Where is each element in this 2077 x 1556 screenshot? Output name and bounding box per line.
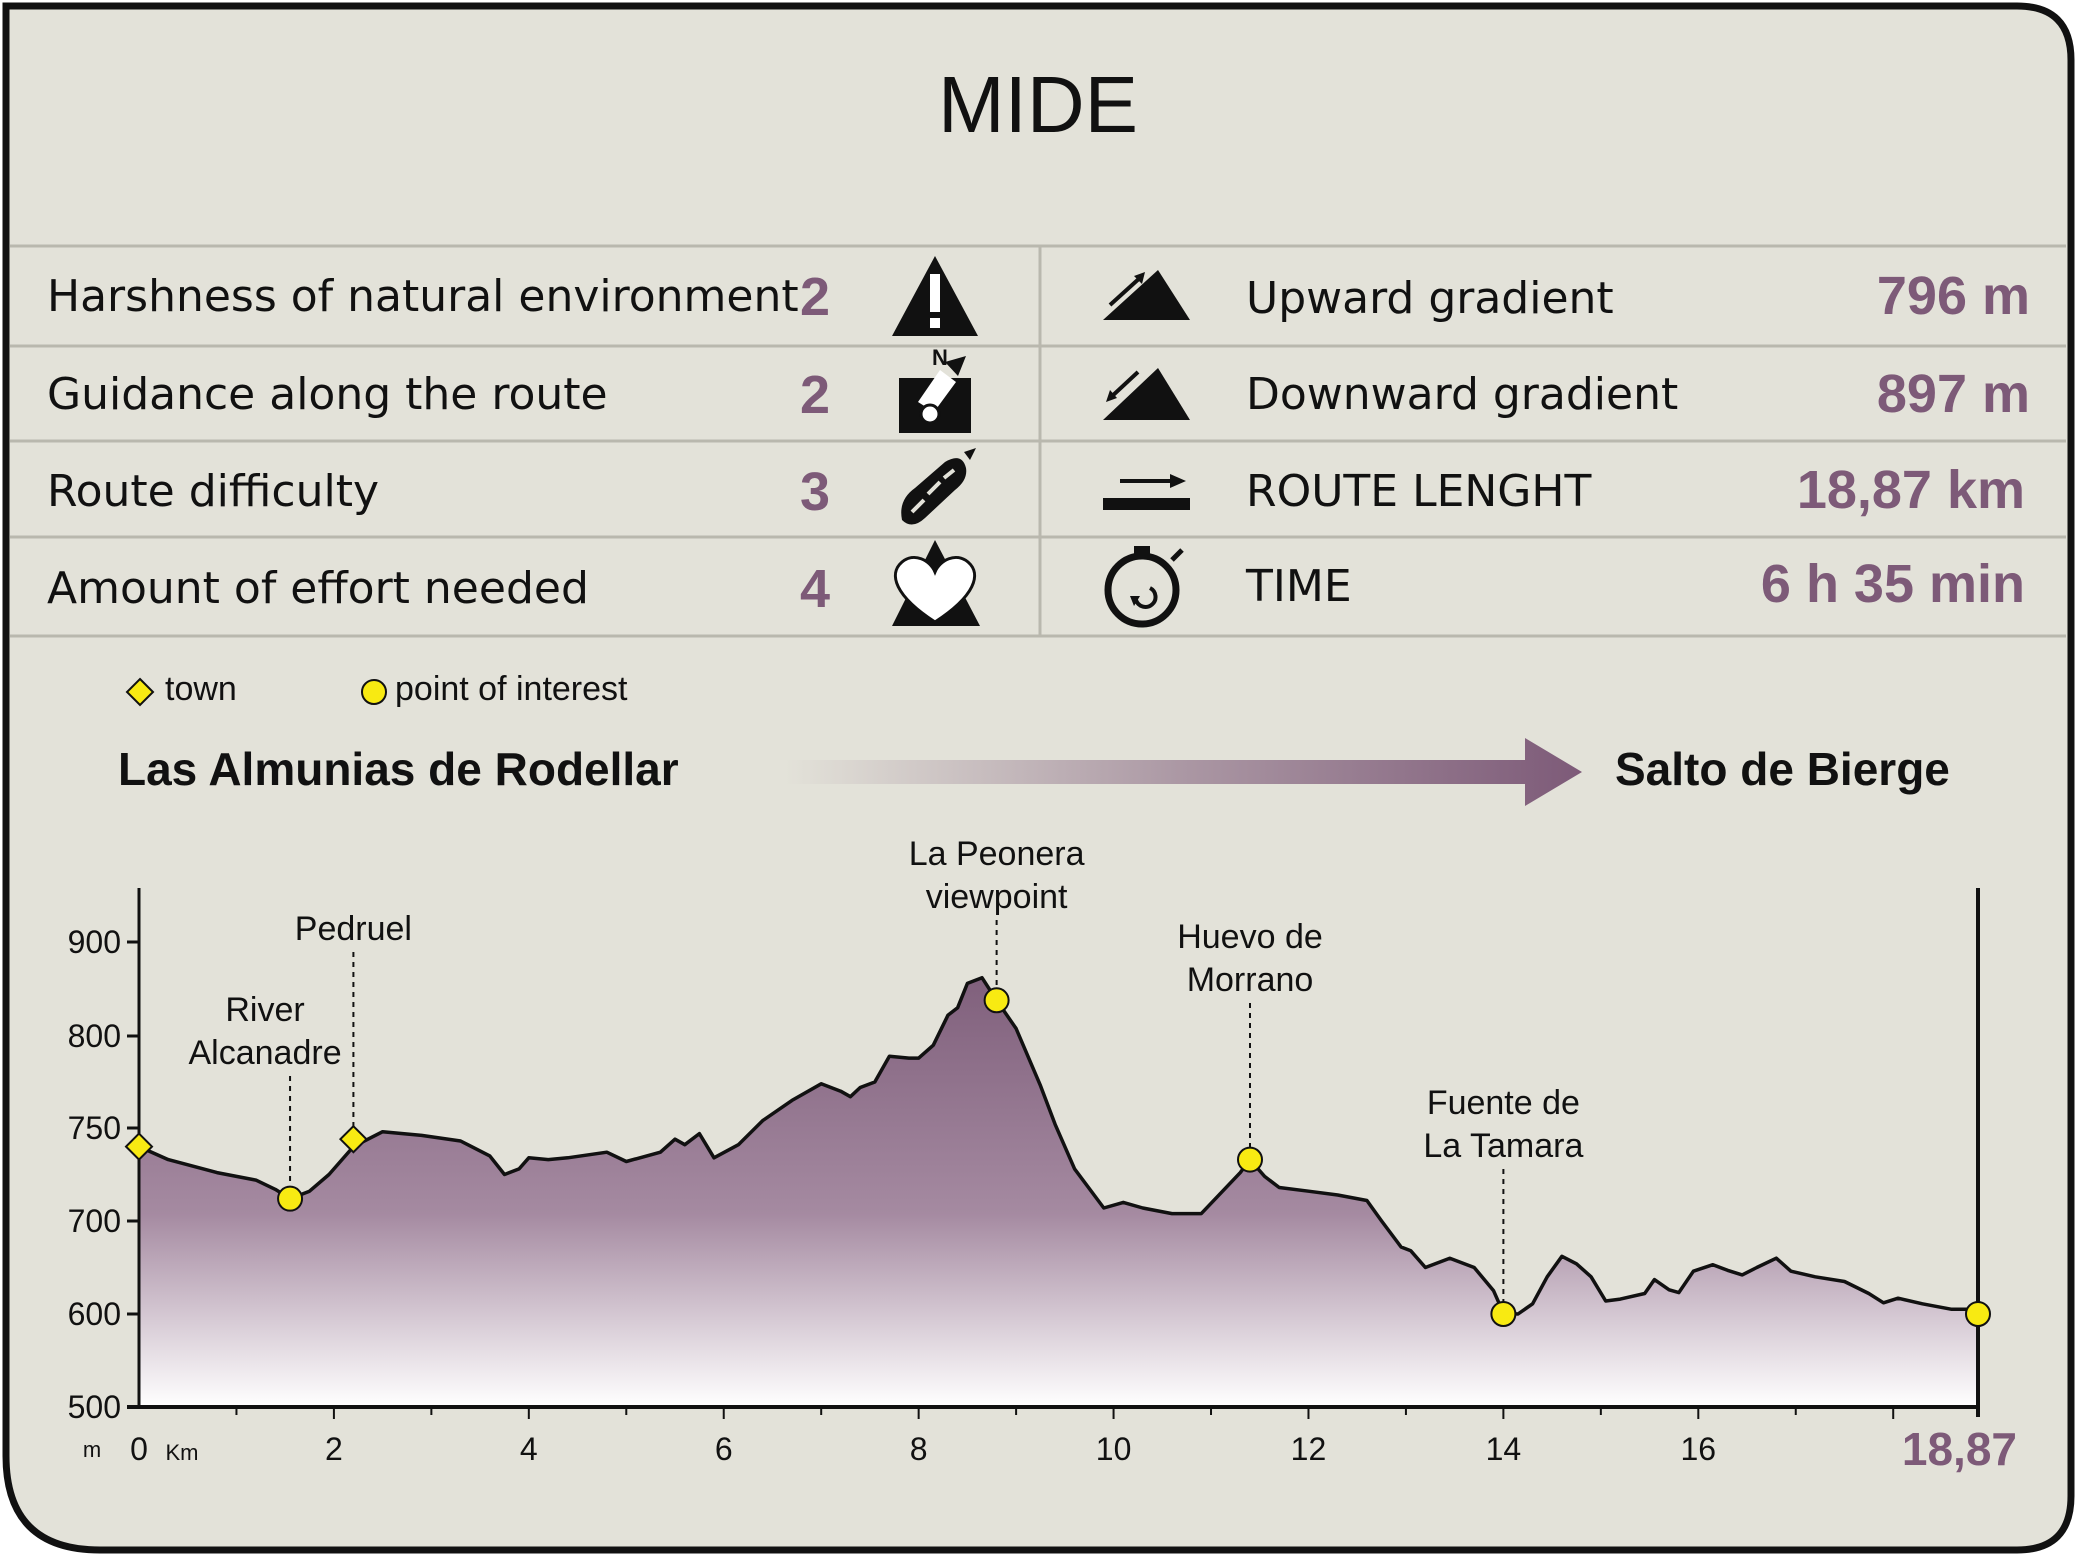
y-axis-unit: m [83, 1437, 101, 1462]
route-end: Salto de Bierge [1615, 743, 1950, 795]
y-tick-label: 500 [68, 1389, 121, 1425]
y-tick-label: 900 [68, 924, 121, 960]
y-tick-label: 750 [68, 1110, 121, 1146]
marker-label: River [225, 991, 304, 1029]
mide-row-guidance: Guidance along the route 2 N [47, 345, 971, 433]
stat-row-length: ROUTE LENGHT 18,87 km [1103, 460, 2025, 520]
marker-label: La Peonera [909, 835, 1085, 873]
marker-label: La Tamara [1423, 1127, 1583, 1165]
mide-row-difficulty: Route difficulty 3 [47, 448, 976, 525]
svg-text:N: N [932, 345, 948, 370]
stat-label: TIME [1245, 561, 1352, 612]
x-tick-label: 2 [325, 1431, 343, 1467]
page-title: MIDE [938, 60, 1138, 149]
poi-marker [983, 987, 1010, 1014]
x-tick-label: 6 [715, 1431, 733, 1467]
legend: town point of interest [125, 670, 628, 708]
stat-value: 18,87 km [1797, 460, 2025, 520]
mide-score: 2 [800, 267, 830, 327]
x-tick-label: 14 [1486, 1431, 1522, 1467]
marker-label: Alcanadre [189, 1034, 342, 1072]
mide-row-effort: Amount of effort needed 4 [47, 540, 980, 626]
stat-label: Downward gradient [1246, 369, 1678, 420]
x-tick-label: 0 [130, 1431, 148, 1467]
profile-line [138, 975, 1979, 1316]
x-tick-label: 8 [910, 1431, 928, 1467]
mide-score: 4 [800, 559, 830, 619]
poi-marker [277, 1185, 304, 1212]
town-marker [338, 1124, 368, 1154]
x-end-label: 18,87 [1902, 1423, 2017, 1475]
downward-gradient-icon [1103, 368, 1190, 420]
stat-label: ROUTE LENGHT [1246, 466, 1591, 517]
x-tick-label: 16 [1681, 1431, 1717, 1467]
footprint-icon [901, 448, 976, 525]
mide-score: 2 [800, 365, 830, 425]
x-axis-unit: Km [166, 1440, 199, 1465]
route-start: Las Almunias de Rodellar [118, 743, 679, 795]
route-length-icon [1103, 474, 1190, 510]
stat-label: Upward gradient [1246, 273, 1614, 324]
y-tick-label: 800 [68, 1018, 121, 1054]
legend-poi-label: point of interest [395, 670, 628, 708]
mide-table-grid [10, 244, 2066, 638]
stat-value: 6 h 35 min [1761, 554, 2025, 614]
marker-label: Huevo de [1177, 918, 1323, 956]
legend-poi-marker [361, 679, 387, 705]
legend-town-marker [125, 677, 155, 707]
marker-label: viewpoint [926, 878, 1068, 916]
upward-gradient-icon [1103, 270, 1190, 320]
profile-area [139, 977, 1978, 1407]
stat-row-upward: Upward gradient 796 m [1103, 266, 2030, 326]
poi-marker [1965, 1301, 1991, 1327]
town-marker [124, 1132, 154, 1162]
marker-label: Pedruel [295, 910, 412, 948]
marker-label: Morrano [1187, 961, 1314, 999]
warning-triangle-icon [892, 256, 978, 336]
elevation-chart: 500 600 700 750 800 900 0 2 4 6 8 10 12 14 16 18,87 m Km R… [68, 835, 2017, 1475]
compass-north-icon: N [899, 345, 971, 433]
stat-row-time: TIME 6 h 35 min [1104, 546, 2025, 628]
poi-marker [1237, 1146, 1264, 1173]
x-tick-label: 12 [1291, 1431, 1327, 1467]
y-tick-label: 600 [68, 1296, 121, 1332]
x-tick-label: 10 [1096, 1431, 1132, 1467]
mide-score: 3 [800, 462, 830, 522]
marker-label: Fuente de [1427, 1084, 1580, 1122]
route-direction-arrow [785, 738, 1582, 806]
mide-label: Harshness of natural environment [47, 271, 799, 322]
x-tick-label: 4 [520, 1431, 538, 1467]
stat-value: 796 m [1877, 266, 2030, 326]
heart-mountain-icon [892, 540, 980, 626]
stat-value: 897 m [1877, 364, 2030, 424]
mide-row-harshness: Harshness of natural environment 2 [47, 256, 978, 336]
mide-label: Route difficulty [47, 466, 379, 517]
poi-marker [1490, 1301, 1517, 1327]
mide-label: Guidance along the route [47, 369, 608, 420]
mide-label: Amount of effort needed [47, 563, 589, 614]
legend-town-label: town [165, 670, 237, 708]
stat-row-downward: Downward gradient 897 m [1103, 364, 2030, 424]
y-tick-label: 700 [68, 1203, 121, 1239]
stopwatch-icon [1104, 546, 1184, 628]
